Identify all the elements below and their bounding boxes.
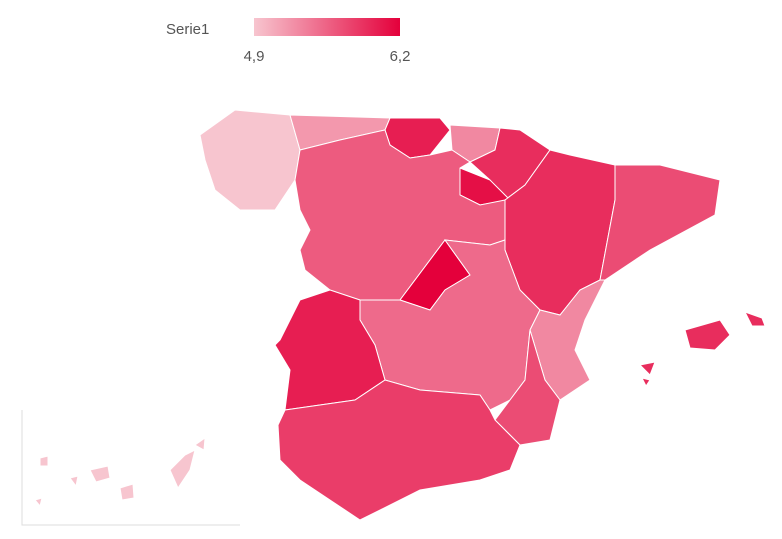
region (199, 109, 301, 211)
legend-gradient (254, 18, 400, 36)
region (277, 379, 521, 521)
region (638, 311, 766, 387)
legend-title: Serie1 (166, 21, 209, 38)
legend-min: 4,9 (244, 48, 265, 65)
region (34, 436, 206, 508)
canary-inset-frame (21, 410, 240, 526)
legend-max: 6,2 (390, 48, 411, 65)
region (599, 164, 721, 281)
